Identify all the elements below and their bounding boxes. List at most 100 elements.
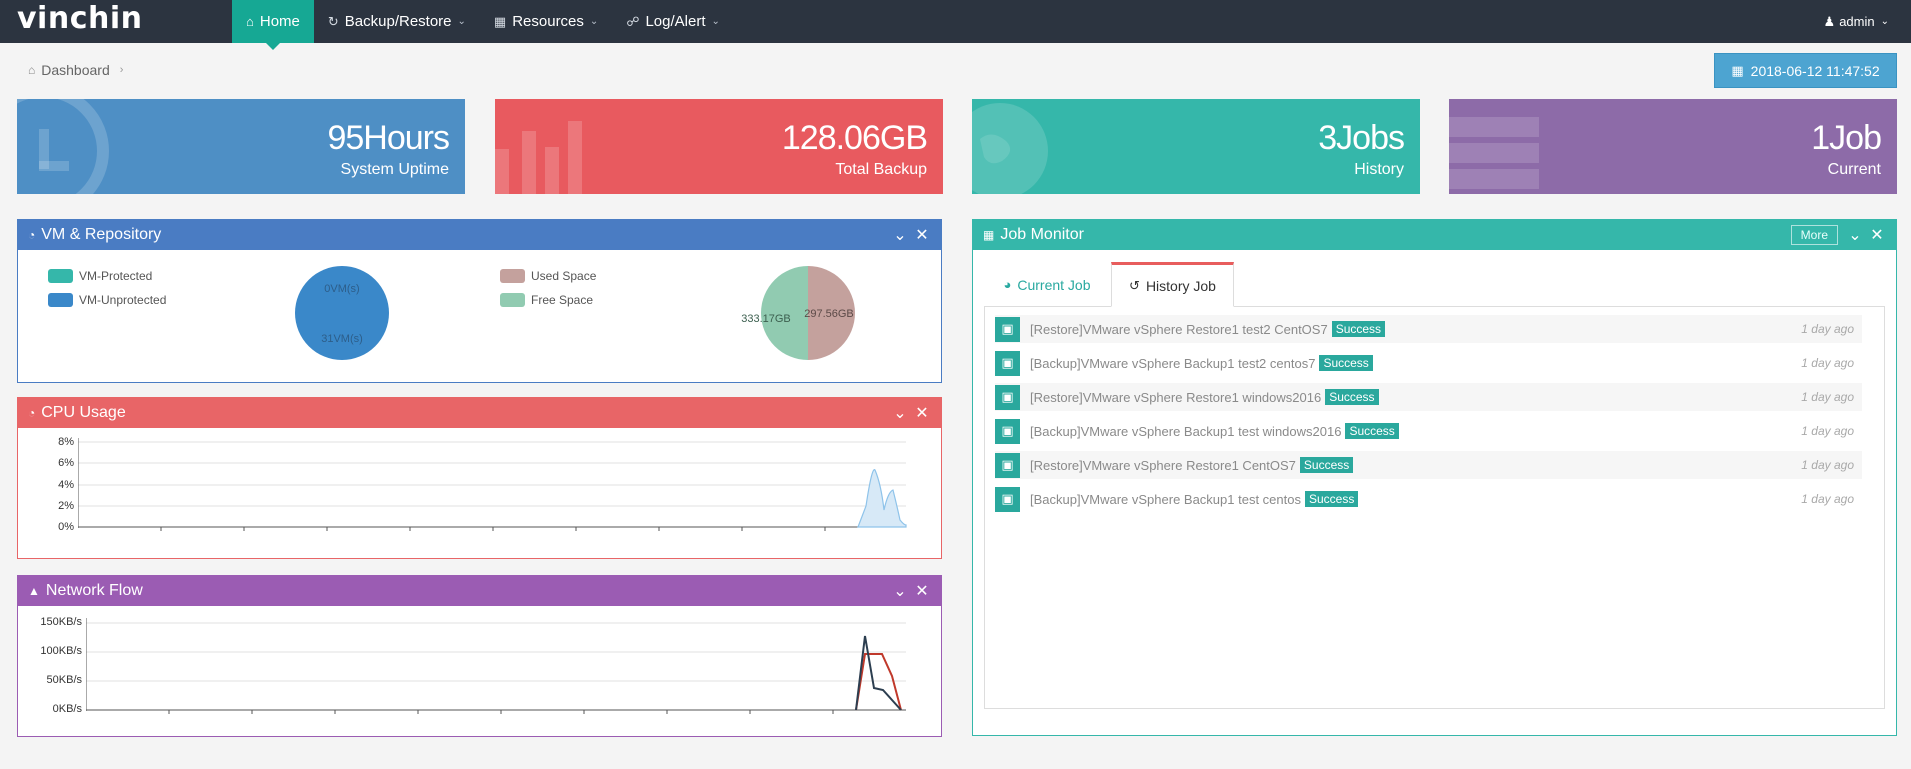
history-icon: ↺ — [1129, 277, 1140, 293]
cpu-usage-area — [857, 469, 907, 528]
breadcrumb-dashboard[interactable]: Dashboard — [41, 62, 110, 78]
nav-backup-restore-label: Backup/Restore — [344, 13, 452, 30]
tile-label: Current — [1827, 161, 1881, 178]
panel-header: ◔ VM & Repository ⌄ ✕ — [18, 220, 941, 250]
pie-label-protected: 0VM(s) — [324, 283, 359, 295]
job-row[interactable]: ▣ [Backup]VMware vSphere Backup1 test wi… — [995, 417, 1862, 445]
chevron-down-icon: ⌄ — [589, 16, 599, 27]
user-menu[interactable]: ♟ admin ⌄ — [1824, 0, 1889, 43]
net-ytick: 100KB/s — [40, 645, 82, 657]
legend-label: Used Space — [531, 269, 597, 283]
panel-header: ◔ CPU Usage ⌄ ✕ — [18, 398, 941, 428]
panel-title: CPU Usage — [41, 404, 126, 421]
more-button[interactable]: More — [1790, 225, 1838, 245]
legend-label: VM-Protected — [79, 269, 153, 283]
home-icon: ⌂ — [246, 14, 254, 29]
job-row[interactable]: ▣ [Restore]VMware vSphere Restore1 test2… — [995, 315, 1862, 343]
panel-title: Job Monitor — [1000, 226, 1084, 243]
monitor-icon: ▣ — [995, 418, 1020, 444]
job-time: 1 day ago — [1801, 390, 1854, 404]
vm-legend: VM-Protected VM-Unprotected — [48, 264, 166, 312]
legend-item: Used Space — [500, 264, 596, 288]
cpu-line-chart — [78, 438, 907, 531]
legend-swatch — [500, 293, 525, 307]
network-series-red — [855, 653, 902, 711]
cpu-usage-panel: ◔ CPU Usage ⌄ ✕ 8% 6% 4% 2% 0% — [17, 397, 942, 559]
tile-current[interactable]: 1Job Current — [1449, 99, 1897, 194]
job-row[interactable]: ▣ [Backup]VMware vSphere Backup1 test2 c… — [995, 349, 1862, 377]
nav-log-alert-label: Log/Alert — [645, 13, 706, 30]
job-text: [Restore]VMware vSphere Restore1 CentOS7 — [1030, 457, 1296, 473]
job-tabs: ◕ Current Job ↺ History Job — [984, 262, 1885, 307]
tile-total-backup[interactable]: 128.06GB Total Backup — [495, 99, 943, 194]
vm-pie-chart: 0VM(s) 31VM(s) — [295, 266, 389, 360]
legend-swatch — [500, 269, 525, 283]
pie-chart-icon: ◔ — [28, 406, 36, 420]
clock-icon — [17, 99, 109, 194]
tile-history[interactable]: 3Jobs History — [972, 99, 1420, 194]
dashboard-icon: ◕ — [1003, 277, 1012, 292]
close-icon[interactable]: ✕ — [915, 405, 929, 422]
tile-system-uptime[interactable]: 95Hours System Uptime — [17, 99, 465, 194]
panel-header: ▲ Network Flow ⌄ ✕ — [18, 576, 941, 606]
collapse-icon[interactable]: ⌄ — [893, 227, 907, 244]
job-row[interactable]: ▣ [Restore]VMware vSphere Restore1 CentO… — [995, 451, 1862, 479]
job-time: 1 day ago — [1801, 458, 1854, 472]
network-flow-panel: ▲ Network Flow ⌄ ✕ 150KB/s 100KB/s 50KB/… — [17, 575, 942, 737]
collapse-icon[interactable]: ⌄ — [893, 583, 907, 600]
nav-resources[interactable]: ▦ Resources ⌄ — [480, 0, 612, 43]
job-text: [Restore]VMware vSphere Restore1 windows… — [1030, 389, 1322, 405]
job-text: [Backup]VMware vSphere Backup1 test wind… — [1030, 423, 1342, 439]
repo-legend: Used Space Free Space — [500, 264, 596, 312]
job-time: 1 day ago — [1801, 356, 1854, 370]
tile-value: 3Jobs — [1318, 119, 1405, 157]
chart-gridlines — [86, 622, 906, 682]
nav-backup-restore[interactable]: ↻ Backup/Restore ⌄ — [314, 0, 480, 43]
nav-resources-label: Resources — [512, 13, 584, 30]
legend-label: Free Space — [531, 293, 594, 307]
globe-icon — [972, 103, 1048, 194]
x-axis-ticks — [168, 710, 834, 714]
cpu-ytick: 8% — [58, 436, 74, 448]
close-icon[interactable]: ✕ — [1870, 227, 1884, 244]
nav-home[interactable]: ⌂ Home — [232, 0, 314, 50]
pie-label-unprotected: 31VM(s) — [321, 333, 363, 345]
chevron-down-icon: ⌄ — [457, 16, 466, 27]
close-icon[interactable]: ✕ — [915, 583, 929, 600]
panel-tools: ⌄ ✕ — [889, 220, 933, 250]
close-icon[interactable]: ✕ — [915, 227, 929, 244]
status-badge: Success — [1345, 423, 1399, 439]
legend-item: VM-Unprotected — [48, 288, 166, 312]
bell-icon: ☍ — [626, 13, 640, 29]
main-nav: ⌂ Home ↻ Backup/Restore ⌄ ▦ Resources ⌄ … — [232, 0, 734, 50]
job-row[interactable]: ▣ [Restore]VMware vSphere Restore1 windo… — [995, 383, 1862, 411]
tile-label: History — [1354, 161, 1404, 178]
net-ytick: 50KB/s — [46, 674, 82, 686]
pie-chart-icon: ◔ — [28, 228, 36, 242]
job-monitor-panel: ▦ Job Monitor More ⌄ ✕ ◕ Current Job ↺ H… — [972, 219, 1897, 736]
status-badge: Success — [1319, 355, 1373, 371]
collapse-icon[interactable]: ⌄ — [1848, 227, 1862, 244]
cpu-ytick: 0% — [58, 521, 74, 533]
tab-history-job[interactable]: ↺ History Job — [1111, 262, 1234, 307]
job-time: 1 day ago — [1801, 492, 1854, 506]
tab-current-job[interactable]: ◕ Current Job — [984, 262, 1110, 307]
calendar-icon: ▦ — [983, 228, 995, 242]
vm-repository-panel: ◔ VM & Repository ⌄ ✕ VM-Protected VM-Un… — [17, 219, 942, 383]
status-badge: Success — [1325, 389, 1379, 405]
monitor-icon: ▣ — [995, 486, 1020, 512]
tile-label: Total Backup — [835, 161, 927, 178]
legend-item: Free Space — [500, 288, 596, 312]
cpu-ytick: 6% — [58, 457, 74, 469]
vinchin-logo[interactable]: vinchin — [17, 1, 143, 36]
nav-log-alert[interactable]: ☍ Log/Alert ⌄ — [612, 0, 734, 43]
datetime-display: ▦ 2018-06-12 11:47:52 — [1714, 53, 1897, 88]
network-series-dark — [855, 635, 902, 711]
collapse-icon[interactable]: ⌄ — [893, 405, 907, 422]
job-time: 1 day ago — [1801, 424, 1854, 438]
job-row[interactable]: ▣ [Backup]VMware vSphere Backup1 test ce… — [995, 485, 1862, 513]
job-text: [Backup]VMware vSphere Backup1 test2 cen… — [1030, 355, 1316, 371]
tab-label: Current Job — [1017, 276, 1091, 293]
top-navbar: vinchin ⌂ Home ↻ Backup/Restore ⌄ ▦ Reso… — [0, 0, 1911, 50]
server-icon — [1449, 117, 1539, 189]
